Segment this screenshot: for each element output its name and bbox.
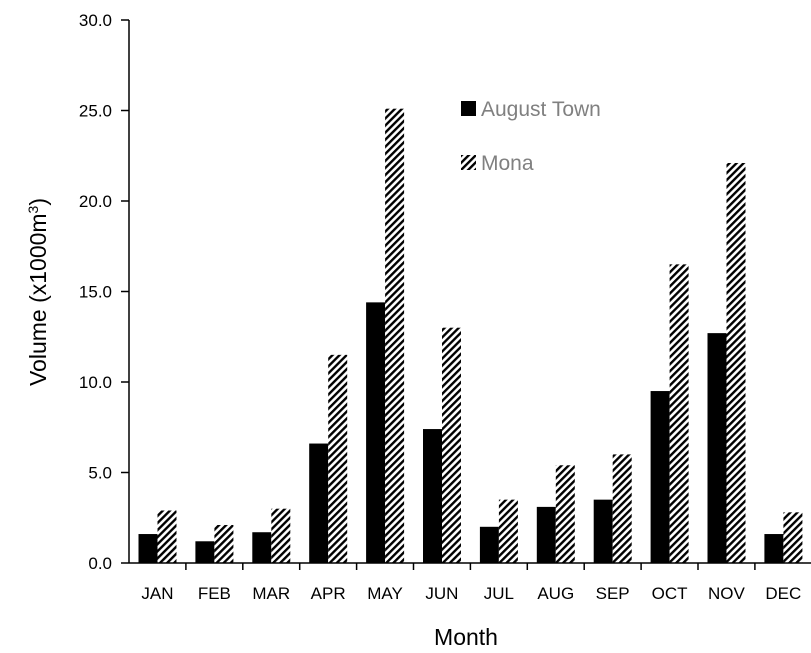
bar-mona-dec [783, 512, 803, 563]
x-tick-label-nov: NOV [708, 584, 746, 603]
bar-mona-may [385, 108, 405, 563]
bar-august-town-mar [252, 532, 272, 563]
x-axis-title: Month [434, 624, 498, 650]
bar-august-town-sep [593, 499, 613, 563]
bar-august-town-jul [479, 526, 499, 563]
x-tick-label-sep: SEP [596, 584, 630, 603]
bar-august-town-jun [423, 429, 442, 563]
bar-mona-jan [157, 510, 177, 563]
bar-august-town-jan [138, 534, 158, 563]
x-tick-label-jun: JUN [425, 584, 458, 603]
bar-august-town-may [366, 302, 386, 563]
bar-mona-aug [555, 465, 575, 563]
y-tick-label: 30.0 [79, 11, 112, 30]
y-axis-ticks: 0.0 5.0 10.0 15.0 20.0 25.0 30.0 [79, 11, 129, 573]
y-tick-label: 15.0 [79, 283, 112, 302]
bar-august-town-dec [764, 534, 784, 563]
legend: August Town Mona [461, 98, 601, 175]
bar-mona-jun [442, 327, 461, 563]
bar-mona-apr [328, 354, 348, 563]
x-tick-label-dec: DEC [765, 584, 801, 603]
bars-group [138, 108, 803, 564]
bar-mona-sep [612, 454, 632, 563]
x-tick-label-mar: MAR [252, 584, 290, 603]
y-axis-title-superscript: 3 [25, 205, 41, 213]
legend-label-mona: Mona [481, 152, 534, 175]
bar-august-town-apr [309, 443, 329, 563]
y-tick-label: 5.0 [88, 464, 112, 483]
x-axis-ticks: JAN FEB MAR APR MAY JUN JUL AUG SEP OCT NOV DEC [141, 563, 801, 603]
bar-mona-jul [498, 499, 518, 563]
bar-mona-oct [669, 264, 689, 563]
x-tick-label-may: MAY [367, 584, 403, 603]
x-tick-label-jan: JAN [141, 584, 173, 603]
bar-mona-mar [271, 508, 291, 563]
y-tick-label: 25.0 [79, 102, 112, 121]
x-tick-label-jul: JUL [484, 584, 514, 603]
bar-august-town-oct [650, 391, 670, 563]
bar-august-town-feb [195, 541, 215, 563]
x-tick-label-apr: APR [311, 584, 346, 603]
y-tick-label: 10.0 [79, 373, 112, 392]
y-axis-title: Volume (x1000m3) [25, 198, 51, 386]
bar-august-town-nov [707, 333, 727, 563]
legend-label-august-town: August Town [481, 98, 601, 121]
x-tick-label-feb: FEB [198, 584, 231, 603]
legend-swatch-august-town [461, 101, 476, 116]
x-tick-label-oct: OCT [652, 584, 688, 603]
legend-swatch-mona [461, 155, 476, 170]
y-tick-label: 20.0 [79, 192, 112, 211]
bar-mona-feb [214, 524, 234, 563]
bar-mona-nov [726, 162, 746, 564]
x-tick-label-aug: AUG [537, 584, 574, 603]
y-tick-label: 0.0 [88, 554, 112, 573]
bar-august-town-aug [536, 506, 556, 563]
